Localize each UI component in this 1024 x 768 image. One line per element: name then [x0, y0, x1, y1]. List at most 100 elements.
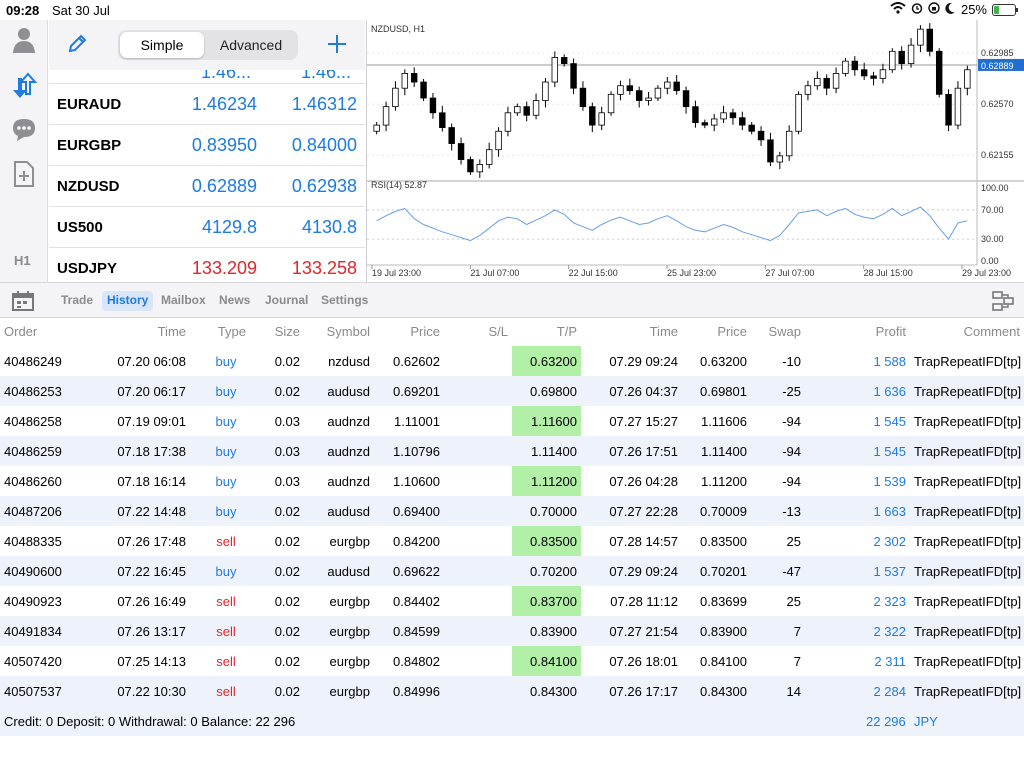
- table-row[interactable]: 40486249 07.20 06:08 buy 0.02 nzdusd 0.62602 0…: [0, 346, 1024, 376]
- timeframe-label[interactable]: H1: [14, 253, 31, 268]
- quote-bid[interactable]: 1.46234: [191, 94, 257, 114]
- header-tp[interactable]: T/P: [556, 324, 577, 339]
- quote-bid[interactable]: 0.62889: [191, 176, 257, 196]
- quote-row-nzdusd[interactable]: NZDUSD 0.62889 0.62938: [49, 166, 365, 207]
- profit-currency: JPY: [914, 714, 938, 729]
- quote-ask[interactable]: 1.46312: [291, 94, 357, 114]
- account-icon[interactable]: [8, 24, 40, 56]
- candle-body: [645, 97, 652, 101]
- candle-body: [570, 63, 577, 89]
- cell-profit: 1 539: [873, 474, 906, 489]
- table-row[interactable]: 40486259 07.18 17:38 buy 0.03 audnzd 1.10796 1…: [0, 436, 1024, 466]
- cell-open-time: 07.22 14:48: [117, 504, 186, 519]
- cell-comment: TrapRepeatIFD[tp]: [914, 594, 1022, 609]
- tab-news[interactable]: News: [219, 293, 251, 307]
- quote-row-eurgbp[interactable]: EURGBP 0.83950 0.84000: [49, 125, 365, 166]
- candle-body: [410, 73, 418, 83]
- quote-row-usdjpy[interactable]: USDJPY 133.209 133.258: [49, 248, 365, 289]
- candle-body: [907, 44, 915, 64]
- header-open-price[interactable]: Price: [410, 324, 440, 339]
- cell-profit: 1 545: [873, 444, 906, 459]
- table-row[interactable]: 40486258 07.19 09:01 buy 0.03 audnzd 1.11001 1…: [0, 406, 1024, 436]
- table-row[interactable]: 40490923 07.26 16:49 sell 0.02 eurgbp 0.84402…: [0, 586, 1024, 616]
- chart-title: NZDUSD, H1: [371, 24, 425, 34]
- quote-bid[interactable]: 0.83950: [191, 135, 257, 155]
- quote-ask[interactable]: 0.84000: [291, 135, 357, 155]
- header-type[interactable]: Type: [217, 324, 246, 339]
- add-symbol-icon[interactable]: [325, 32, 349, 61]
- tab-journal[interactable]: Journal: [265, 293, 309, 307]
- header-close-time[interactable]: Time: [649, 324, 678, 339]
- cell-close-time: 07.29 09:24: [609, 564, 678, 579]
- price-tick-label: 0.62155: [981, 150, 1014, 160]
- header-sl[interactable]: S/L: [488, 324, 508, 339]
- candle-body: [495, 130, 502, 151]
- table-row[interactable]: 40488335 07.26 17:48 sell 0.02 eurgbp 0.84200…: [0, 526, 1024, 556]
- cell-tp: 1.11200: [530, 474, 577, 489]
- cell-open-time: 07.18 16:14: [117, 474, 186, 489]
- candle-body: [420, 81, 427, 99]
- table-row[interactable]: 40491834 07.26 13:17 sell 0.02 eurgbp 0.84599…: [0, 616, 1024, 646]
- layout-toggle-icon[interactable]: [992, 290, 1014, 317]
- candle-body: [392, 87, 399, 108]
- header-symbol[interactable]: Symbol: [326, 324, 370, 339]
- cell-type: sell: [216, 654, 236, 669]
- total-profit: 22 296: [866, 714, 906, 729]
- partial-ask: 1.46...: [301, 70, 352, 82]
- quote-row-us500[interactable]: US500 4129.8 4130.8: [49, 207, 365, 248]
- quote-bid[interactable]: 133.209: [191, 258, 257, 278]
- cell-close-price: 0.84300: [700, 684, 747, 699]
- quote-ask[interactable]: 4130.8: [301, 217, 357, 237]
- header-swap[interactable]: Swap: [768, 324, 801, 339]
- quote-bid[interactable]: 4129.8: [201, 217, 257, 237]
- table-row[interactable]: 40507420 07.25 14:13 sell 0.02 eurgbp 0.84802…: [0, 646, 1024, 676]
- cell-open-price: 1.11001: [393, 414, 440, 429]
- table-row[interactable]: 40490600 07.22 16:45 buy 0.02 audusd 0.69622 0…: [0, 556, 1024, 586]
- cell-open-price: 0.62602: [393, 354, 440, 369]
- price-chart[interactable]: 0.62985 0.62570 0.62155 0.62889 NZDUSD, H1 RS…: [366, 20, 1024, 282]
- quote-ask[interactable]: 133.258: [291, 258, 357, 278]
- chart-canvas[interactable]: 0.62985 0.62570 0.62155 0.62889 NZDUSD, H1 RS…: [367, 20, 1024, 282]
- mode-advanced-button[interactable]: Advanced: [219, 37, 283, 53]
- mode-simple-button[interactable]: Simple: [120, 32, 204, 58]
- quote-ask[interactable]: 0.62938: [291, 176, 357, 196]
- calendar-icon[interactable]: [12, 291, 34, 316]
- nav-rail: H1: [0, 20, 48, 282]
- cell-type: sell: [216, 624, 236, 639]
- cell-close-time: 07.26 17:17: [609, 684, 678, 699]
- candle-body: [457, 143, 465, 160]
- tab-mailbox[interactable]: Mailbox: [161, 293, 206, 307]
- chat-icon[interactable]: [8, 114, 40, 146]
- cell-tp: 0.84100: [530, 654, 577, 669]
- tab-settings[interactable]: Settings: [321, 293, 369, 307]
- new-document-icon[interactable]: [8, 158, 40, 190]
- cell-tp: 0.83500: [530, 534, 577, 549]
- header-close-price[interactable]: Price: [717, 324, 747, 339]
- header-order[interactable]: Order: [4, 324, 38, 339]
- table-row[interactable]: 40486260 07.18 16:14 buy 0.03 audnzd 1.10600 1…: [0, 466, 1024, 496]
- cell-symbol: audusd: [327, 504, 370, 519]
- edit-pencil-icon[interactable]: [67, 34, 87, 59]
- header-comment[interactable]: Comment: [963, 324, 1020, 339]
- time-tick-label: 22 Jul 15:00: [569, 268, 618, 278]
- cell-open-price: 0.84802: [393, 654, 440, 669]
- table-row[interactable]: 40507537 07.22 10:30 sell 0.02 eurgbp 0.84996…: [0, 676, 1024, 706]
- cell-profit: 1 545: [873, 414, 906, 429]
- tab-trade[interactable]: Trade: [61, 293, 94, 307]
- rsi-line: [376, 206, 968, 242]
- table-row[interactable]: 40486253 07.20 06:17 buy 0.02 audusd 0.69201 0…: [0, 376, 1024, 406]
- header-open-time[interactable]: Time: [157, 324, 186, 339]
- cell-size: 0.02: [274, 564, 300, 579]
- header-profit[interactable]: Profit: [875, 324, 906, 339]
- header-size[interactable]: Size: [274, 324, 300, 339]
- candle-body: [945, 93, 952, 126]
- candle-body: [514, 106, 521, 114]
- current-price-tag: [978, 58, 1024, 71]
- quote-row-euraud[interactable]: EURAUD 1.46234 1.46312: [49, 84, 365, 125]
- cell-order: 40490923: [4, 594, 62, 609]
- candle-body: [579, 87, 587, 108]
- tab-history[interactable]: History: [102, 291, 154, 311]
- table-row[interactable]: 40487206 07.22 14:48 buy 0.02 audusd 0.69400 0…: [0, 496, 1024, 526]
- cell-order: 40486258: [4, 414, 62, 429]
- trade-arrows-icon[interactable]: [8, 70, 40, 102]
